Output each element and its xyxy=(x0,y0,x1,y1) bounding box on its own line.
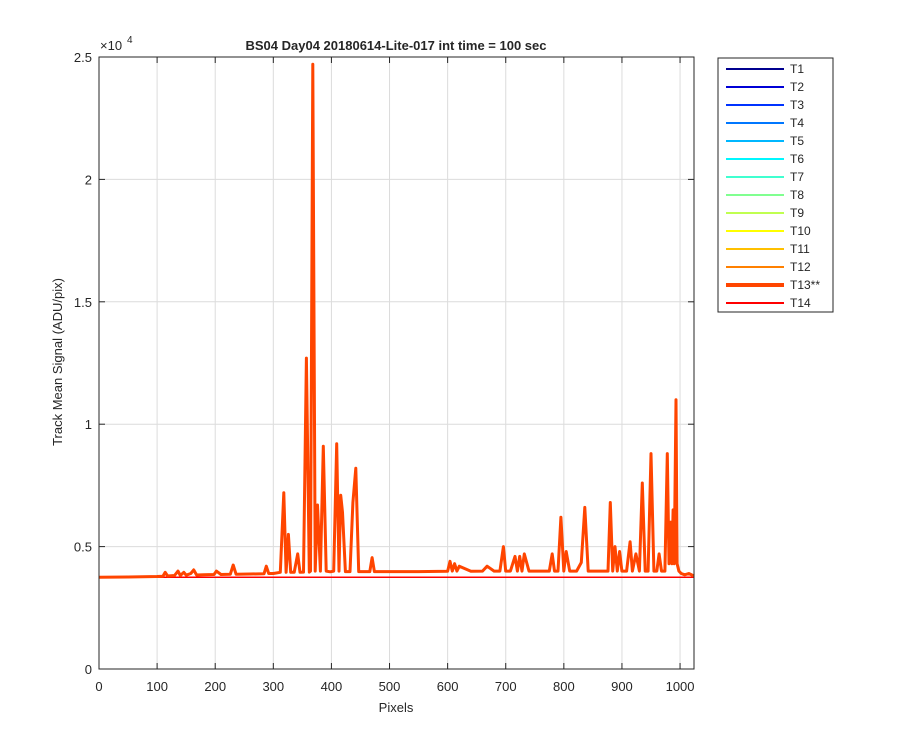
x-tick-label: 0 xyxy=(95,679,102,694)
legend-label: T1 xyxy=(790,62,804,76)
x-tick-label: 300 xyxy=(262,679,284,694)
legend-label: T9 xyxy=(790,206,804,220)
plot-box xyxy=(98,56,695,670)
legend-item-t5: T5 xyxy=(726,134,804,148)
y-exponent-base: ×10 xyxy=(100,38,122,53)
legend-label: T5 xyxy=(790,134,804,148)
legend: T1 T2 T3 T4 T5 T6 T7 T8 T9 T10 T11 T12 T13** T14 xyxy=(717,57,834,313)
legend-label: T14 xyxy=(790,296,811,310)
series-line-t13 xyxy=(98,62,695,579)
legend-item-t8: T8 xyxy=(726,188,804,202)
y-tick-label: 1.5 xyxy=(74,295,92,310)
y-tick-label: 2 xyxy=(85,172,92,187)
legend-item-t10: T10 xyxy=(726,224,811,238)
x-tick-label: 800 xyxy=(553,679,575,694)
y-axis-label: Track Mean Signal (ADU/pix) xyxy=(50,278,65,446)
x-tick-label: 200 xyxy=(204,679,226,694)
legend-item-t13: T13** xyxy=(726,278,820,292)
legend-label: T2 xyxy=(790,80,804,94)
legend-item-t3: T3 xyxy=(726,98,804,112)
legend-label: T3 xyxy=(790,98,804,112)
legend-item-t1: T1 xyxy=(726,62,804,76)
legend-label: T8 xyxy=(790,188,804,202)
x-tick-label: 500 xyxy=(379,679,401,694)
x-tick-label: 600 xyxy=(437,679,459,694)
y-tick-label: 2.5 xyxy=(74,50,92,65)
legend-box xyxy=(717,57,834,313)
y-exponent-power: 4 xyxy=(127,35,133,46)
legend-item-t6: T6 xyxy=(726,152,804,166)
x-tick-label: 1000 xyxy=(666,679,695,694)
legend-label: T11 xyxy=(790,242,810,256)
legend-item-t12: T12 xyxy=(726,260,811,274)
x-axis-label: Pixels xyxy=(379,700,414,715)
plot-area xyxy=(99,57,694,669)
legend-label: T12 xyxy=(790,260,811,274)
x-tick-label: 400 xyxy=(321,679,343,694)
legend-item-t7: T7 xyxy=(726,170,804,184)
y-tick-label: 0.5 xyxy=(74,540,92,555)
y-tick-label: 0 xyxy=(85,662,92,677)
axis-ticks: 0 100 200 300 400 500 600 700 800 900 1000 0 0.5 1 1.5… xyxy=(74,50,695,694)
series-layer xyxy=(98,62,695,579)
y-tick-label: 1 xyxy=(85,417,92,432)
legend-label: T7 xyxy=(790,170,804,184)
legend-item-t11: T11 xyxy=(726,242,810,256)
chart-title: BS04 Day04 20180614-Lite-017 int time = … xyxy=(246,38,547,53)
legend-label: T4 xyxy=(790,116,804,130)
legend-item-t2: T2 xyxy=(726,80,804,94)
legend-item-t9: T9 xyxy=(726,206,804,220)
x-tick-label: 700 xyxy=(495,679,517,694)
y-exponent: ×10 4 xyxy=(100,35,133,53)
x-tick-label: 900 xyxy=(611,679,633,694)
legend-item-t4: T4 xyxy=(726,116,804,130)
legend-label: T13** xyxy=(790,278,820,292)
x-tick-label: 100 xyxy=(146,679,168,694)
legend-label: T10 xyxy=(790,224,811,238)
legend-item-t14: T14 xyxy=(726,296,811,310)
legend-label: T6 xyxy=(790,152,804,166)
